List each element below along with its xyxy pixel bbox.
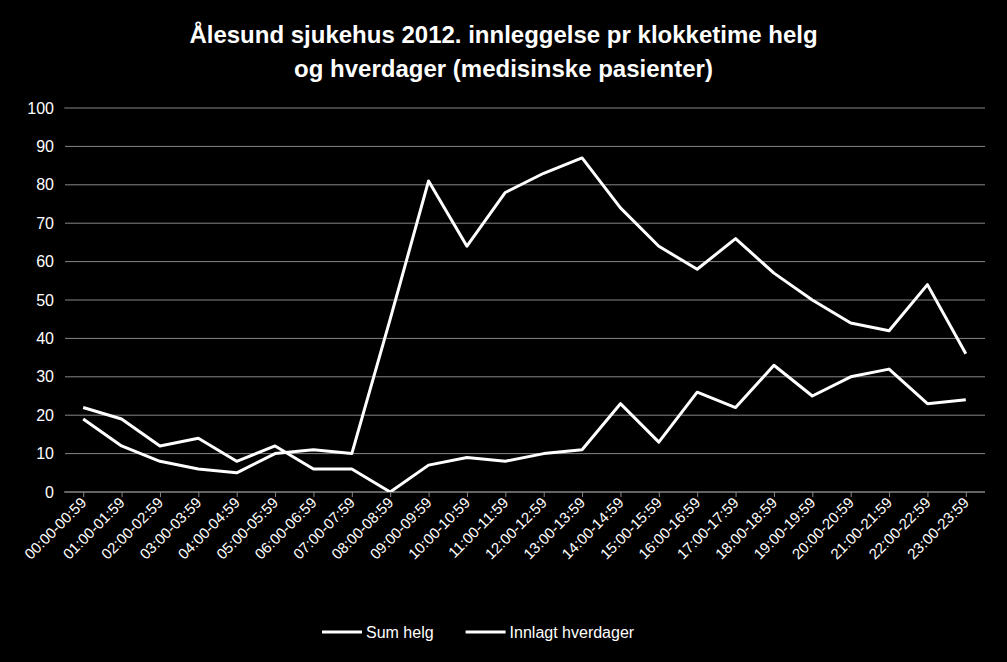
- x-tick-mark: [160, 492, 161, 497]
- legend-label: Sum helg: [366, 624, 434, 641]
- x-tick-mark: [429, 492, 430, 497]
- x-tick-mark: [122, 492, 123, 497]
- x-tick-mark: [390, 492, 391, 497]
- x-tick-mark: [620, 492, 621, 497]
- x-tick: 23:00-23:59: [904, 492, 973, 562]
- x-tick-mark: [467, 492, 468, 497]
- y-tick-label: 0: [45, 484, 54, 501]
- x-tick-mark: [697, 492, 698, 497]
- x-tick-mark: [313, 492, 314, 497]
- legend-swatch: [466, 631, 506, 634]
- y-tick-label: 90: [36, 138, 54, 155]
- y-tick: 100: [27, 100, 64, 117]
- x-tick-mark: [505, 492, 506, 497]
- y-tick-label: 10: [36, 445, 54, 462]
- x-tick-mark: [927, 492, 928, 497]
- grid: [64, 108, 985, 492]
- y-tick-label: 40: [36, 330, 54, 347]
- grid-line: [64, 300, 985, 301]
- x-axis: 00:00-00:5901:00-01:5902:00-02:5903:00-0…: [21, 492, 985, 562]
- y-tick-label: 60: [36, 253, 54, 270]
- series-line: [83, 158, 966, 473]
- y-tick-label: 30: [36, 368, 54, 385]
- y-tick: 50: [36, 292, 64, 309]
- grid-line: [64, 453, 985, 454]
- plot-area: [83, 158, 966, 492]
- x-tick-mark: [544, 492, 545, 497]
- title: og hverdager (medisinske pasienter): [294, 55, 713, 82]
- y-tick: 30: [36, 368, 64, 385]
- background: [0, 0, 1007, 662]
- y-tick-label: 80: [36, 176, 54, 193]
- grid-line: [64, 338, 985, 339]
- x-tick-mark: [237, 492, 238, 497]
- legend-swatch: [322, 631, 362, 634]
- x-tick-mark: [966, 492, 967, 497]
- series-line: [83, 365, 966, 492]
- y-tick: 80: [36, 176, 64, 193]
- x-tick-mark: [812, 492, 813, 497]
- x-tick-mark: [582, 492, 583, 497]
- grid-line: [64, 492, 985, 493]
- title: Ålesund sjukehus 2012. innleggelse pr kl…: [189, 21, 817, 48]
- x-tick-mark: [774, 492, 775, 497]
- grid-line: [64, 146, 985, 147]
- grid-line: [64, 223, 985, 224]
- y-tick-label: 70: [36, 215, 54, 232]
- y-axis-line: [64, 109, 65, 493]
- grid-line: [64, 415, 985, 416]
- y-tick-label: 100: [27, 100, 54, 117]
- y-tick: 0: [45, 484, 64, 501]
- y-tick: 90: [36, 138, 64, 155]
- y-tick: 70: [36, 215, 64, 232]
- x-tick-mark: [198, 492, 199, 497]
- legend-label: Innlagt hverdager: [510, 624, 635, 641]
- x-tick-mark: [851, 492, 852, 497]
- grid-line: [64, 108, 985, 109]
- x-tick-mark: [889, 492, 890, 497]
- chart: Ålesund sjukehus 2012. innleggelse pr kl…: [0, 0, 1007, 662]
- y-tick: 60: [36, 253, 64, 270]
- y-tick-label: 20: [36, 407, 54, 424]
- x-axis-line: [64, 492, 985, 493]
- y-axis: 0 10 20 30 40 50 60 70 80 90 100: [27, 100, 64, 501]
- y-tick: 20: [36, 407, 64, 424]
- x-tick-label: 23:00-23:59: [904, 494, 973, 563]
- x-tick-mark: [275, 492, 276, 497]
- x-tick-mark: [83, 492, 84, 497]
- grid-line: [64, 261, 985, 262]
- y-tick-label: 50: [36, 292, 54, 309]
- x-tick-mark: [659, 492, 660, 497]
- legend: Sum helg Innlagt hverdager: [322, 624, 635, 641]
- y-tick: 40: [36, 330, 64, 347]
- x-tick-mark: [736, 492, 737, 497]
- x-tick-mark: [352, 492, 353, 497]
- y-tick: 10: [36, 445, 64, 462]
